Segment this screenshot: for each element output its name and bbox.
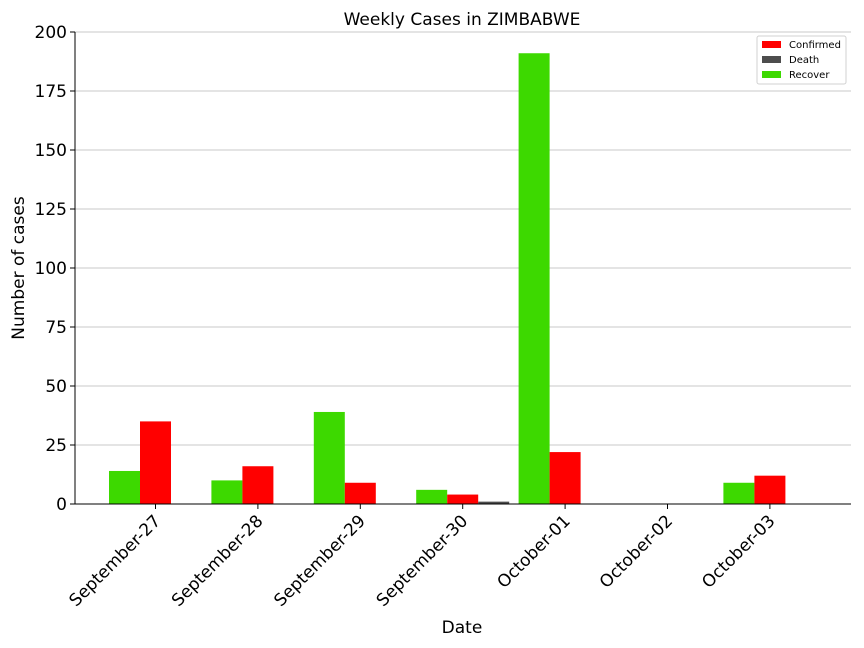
y-tick-label: 150 xyxy=(35,141,67,161)
y-tick-label: 75 xyxy=(45,318,67,338)
legend-label: Confirmed xyxy=(789,40,841,51)
y-tick-label: 200 xyxy=(35,23,67,43)
x-ticks: September-27 September-28 September-29 Sept… xyxy=(66,504,779,611)
y-tick-label: 100 xyxy=(35,259,67,279)
y-ticks: 0 25 50 75 100 125 150 175 200 xyxy=(35,23,75,515)
x-tick-label: October-03 xyxy=(698,511,779,592)
x-tick-label: September-28 xyxy=(168,511,267,610)
x-tick-label: October-02 xyxy=(596,511,677,592)
gridlines xyxy=(75,31,851,446)
bar-recover xyxy=(723,482,755,504)
bar-confirmed xyxy=(242,466,274,504)
x-tick-label: September-27 xyxy=(66,511,165,610)
bar-recover xyxy=(416,489,448,504)
bar-recover xyxy=(109,470,140,504)
x-tick-label: September-29 xyxy=(270,511,369,610)
legend-label: Death xyxy=(789,55,819,66)
y-tick-label: 50 xyxy=(45,377,67,397)
bar-confirmed xyxy=(549,452,581,504)
y-tick-label: 125 xyxy=(35,200,67,220)
bar-death xyxy=(478,501,510,504)
x-axis-label: Date xyxy=(442,618,483,638)
legend-label: Recover xyxy=(789,70,830,81)
legend-swatch xyxy=(762,56,781,63)
y-tick-label: 0 xyxy=(56,495,67,515)
bar-recover xyxy=(313,411,345,504)
bars xyxy=(109,53,786,505)
bar-recover xyxy=(518,53,550,505)
y-tick-label: 25 xyxy=(45,436,67,456)
legend-swatch xyxy=(762,71,781,78)
legend-swatch xyxy=(762,41,781,48)
bar-confirmed xyxy=(754,475,786,504)
x-tick-label: September-30 xyxy=(373,511,472,610)
bar-confirmed xyxy=(140,421,171,504)
legend: Confirmed Death Recover xyxy=(756,35,847,85)
chart-title: Weekly Cases in ZIMBABWE xyxy=(344,10,581,30)
bar-recover xyxy=(211,480,243,504)
y-axis-label: Number of cases xyxy=(9,196,29,340)
y-tick-label: 175 xyxy=(35,82,67,102)
bar-confirmed xyxy=(344,482,376,504)
x-tick-label: October-01 xyxy=(494,511,575,592)
bar-confirmed xyxy=(447,494,479,504)
